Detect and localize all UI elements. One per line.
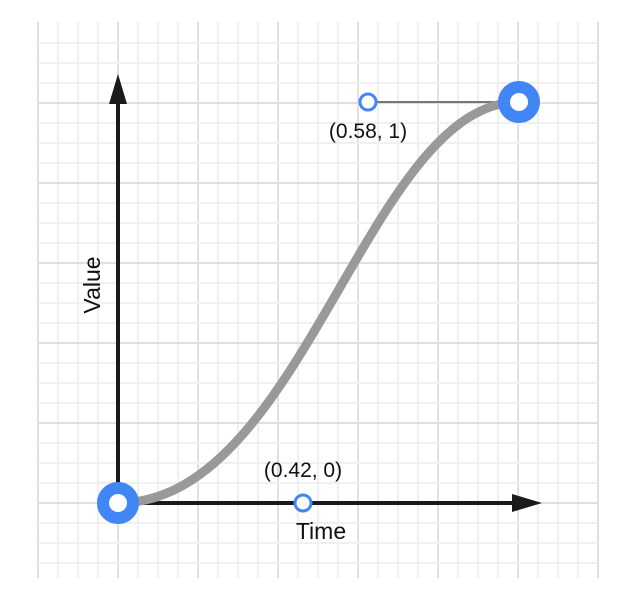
control-point-2[interactable] xyxy=(358,92,378,112)
easing-curve xyxy=(117,97,520,508)
grid xyxy=(37,22,599,578)
start-point[interactable] xyxy=(97,482,139,524)
y-axis-arrow-icon xyxy=(109,74,127,104)
control-point-1-label: (0.42, 0) xyxy=(264,459,342,482)
control-point-2-label: (0.58, 1) xyxy=(329,120,407,143)
y-axis-label: Value xyxy=(79,256,105,313)
end-point[interactable] xyxy=(498,81,540,123)
x-axis-label: Time xyxy=(296,518,346,544)
x-axis-arrow-icon xyxy=(512,494,542,512)
control-point-1[interactable] xyxy=(293,493,313,513)
